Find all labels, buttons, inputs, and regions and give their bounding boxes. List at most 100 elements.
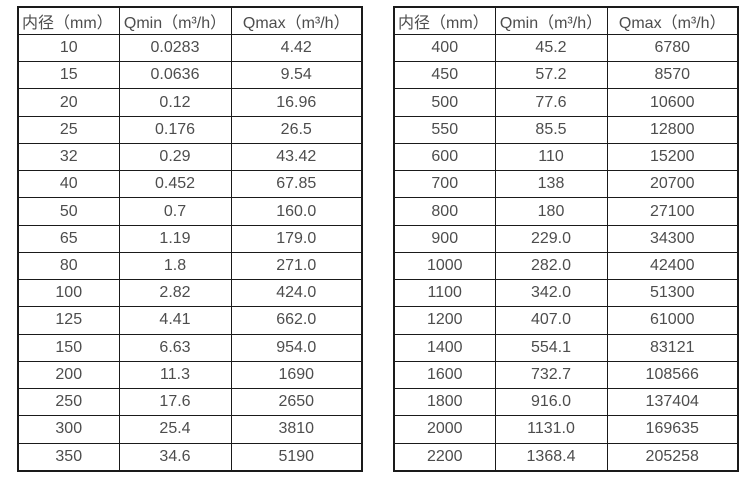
table-row: 500 77.6 10600 [393, 88, 739, 117]
table-cell: 110 [494, 142, 608, 172]
table-cell: 0.452 [118, 170, 232, 199]
table-cell: 250 [17, 388, 120, 417]
table-cell: 1.19 [118, 224, 232, 253]
table-row: 1000 282.0 42400 [393, 251, 739, 281]
table-cell: 180 [494, 197, 608, 226]
table-cell: 137404 [606, 388, 739, 417]
table-row: 300 25.4 3810 [17, 415, 363, 444]
table-cell: 11.3 [118, 360, 232, 390]
table-cell: 700 [393, 170, 496, 199]
table-cell: 50 [17, 197, 120, 226]
table-cell: 4.41 [118, 306, 232, 335]
column-header-qmax: Qmax（m³/h） [230, 6, 363, 35]
table-cell: 407.0 [494, 306, 608, 335]
table-cell: 65 [17, 224, 120, 253]
table-cell: 500 [393, 88, 496, 117]
table-cell: 1.8 [118, 251, 232, 281]
table-cell: 20 [17, 88, 120, 117]
table-row: 600 110 15200 [393, 142, 739, 172]
flow-table-small-diameters: 内径（mm） Qmin（m³/h） Qmax（m³/h） 10 0.0283 4.4… [17, 6, 363, 472]
table-cell: 550 [393, 115, 496, 144]
table-row: 1100 342.0 51300 [393, 279, 739, 308]
table-cell: 424.0 [230, 279, 363, 308]
table-cell: 40 [17, 170, 120, 199]
table-cell: 1600 [393, 360, 496, 390]
table-cell: 2.82 [118, 279, 232, 308]
column-header-diameter: 内径（mm） [17, 6, 120, 35]
table-cell: 200 [17, 360, 120, 390]
table-cell: 34300 [606, 224, 739, 253]
table-row: 450 57.2 8570 [393, 61, 739, 90]
table-cell: 6.63 [118, 333, 232, 362]
table-row: 25 0.176 26.5 [17, 115, 363, 144]
table-cell: 5190 [230, 442, 363, 472]
table-row: 700 138 20700 [393, 170, 739, 199]
table-cell: 67.85 [230, 170, 363, 199]
table-row: 2000 1131.0 169635 [393, 415, 739, 444]
table-cell: 1690 [230, 360, 363, 390]
table-header: 内径（mm） Qmin（m³/h） Qmax（m³/h） [393, 6, 739, 35]
table-row: 125 4.41 662.0 [17, 306, 363, 335]
table-cell: 83121 [606, 333, 739, 362]
table-cell: 229.0 [494, 224, 608, 253]
table-cell: 27100 [606, 197, 739, 226]
table-row: 1800 916.0 137404 [393, 388, 739, 417]
table-cell: 8570 [606, 61, 739, 90]
table-cell: 1131.0 [494, 415, 608, 444]
column-header-qmin: Qmin（m³/h） [118, 6, 232, 35]
table-cell: 342.0 [494, 279, 608, 308]
table-cell: 2650 [230, 388, 363, 417]
table-cell: 57.2 [494, 61, 608, 90]
table-cell: 77.6 [494, 88, 608, 117]
table-cell: 954.0 [230, 333, 363, 362]
table-cell: 20700 [606, 170, 739, 199]
table-cell: 1000 [393, 251, 496, 281]
table-cell: 34.6 [118, 442, 232, 472]
table-cell: 732.7 [494, 360, 608, 390]
table-cell: 300 [17, 415, 120, 444]
table-row: 150 6.63 954.0 [17, 333, 363, 362]
table-cell: 25.4 [118, 415, 232, 444]
table-row: 20 0.12 16.96 [17, 88, 363, 117]
table-cell: 1100 [393, 279, 496, 308]
table-cell: 0.176 [118, 115, 232, 144]
table-cell: 138 [494, 170, 608, 199]
table-row: 50 0.7 160.0 [17, 197, 363, 226]
table-cell: 6780 [606, 33, 739, 63]
table-cell: 43.42 [230, 142, 363, 172]
table-row: 250 17.6 2650 [17, 388, 363, 417]
table-cell: 554.1 [494, 333, 608, 362]
table-cell: 100 [17, 279, 120, 308]
table-cell: 108566 [606, 360, 739, 390]
table-cell: 179.0 [230, 224, 363, 253]
table-cell: 45.2 [494, 33, 608, 63]
table-cell: 1368.4 [494, 442, 608, 472]
table-cell: 4.42 [230, 33, 363, 63]
table-cell: 15200 [606, 142, 739, 172]
table-cell: 32 [17, 142, 120, 172]
table-cell: 9.54 [230, 61, 363, 90]
table-cell: 0.7 [118, 197, 232, 226]
table-row: 550 85.5 12800 [393, 115, 739, 144]
table-row: 1600 732.7 108566 [393, 360, 739, 390]
table-body: 400 45.2 6780 450 57.2 8570 500 77.6 10600 550 85.… [393, 33, 739, 472]
table-cell: 205258 [606, 442, 739, 472]
table-cell: 51300 [606, 279, 739, 308]
table-cell: 12800 [606, 115, 739, 144]
column-header-diameter: 内径（mm） [393, 6, 496, 35]
table-cell: 17.6 [118, 388, 232, 417]
table-header: 内径（mm） Qmin（m³/h） Qmax（m³/h） [17, 6, 363, 35]
table-cell: 0.12 [118, 88, 232, 117]
table-row: 900 229.0 34300 [393, 224, 739, 253]
table-row: 15 0.0636 9.54 [17, 61, 363, 90]
header-row: 内径（mm） Qmin（m³/h） Qmax（m³/h） [393, 6, 739, 35]
table-cell: 3810 [230, 415, 363, 444]
table-cell: 26.5 [230, 115, 363, 144]
table-cell: 271.0 [230, 251, 363, 281]
table-row: 400 45.2 6780 [393, 33, 739, 63]
table-row: 350 34.6 5190 [17, 442, 363, 472]
table-row: 65 1.19 179.0 [17, 224, 363, 253]
table-cell: 662.0 [230, 306, 363, 335]
table-body: 10 0.0283 4.42 15 0.0636 9.54 20 0.12 16.96 25 0.1… [17, 33, 363, 472]
